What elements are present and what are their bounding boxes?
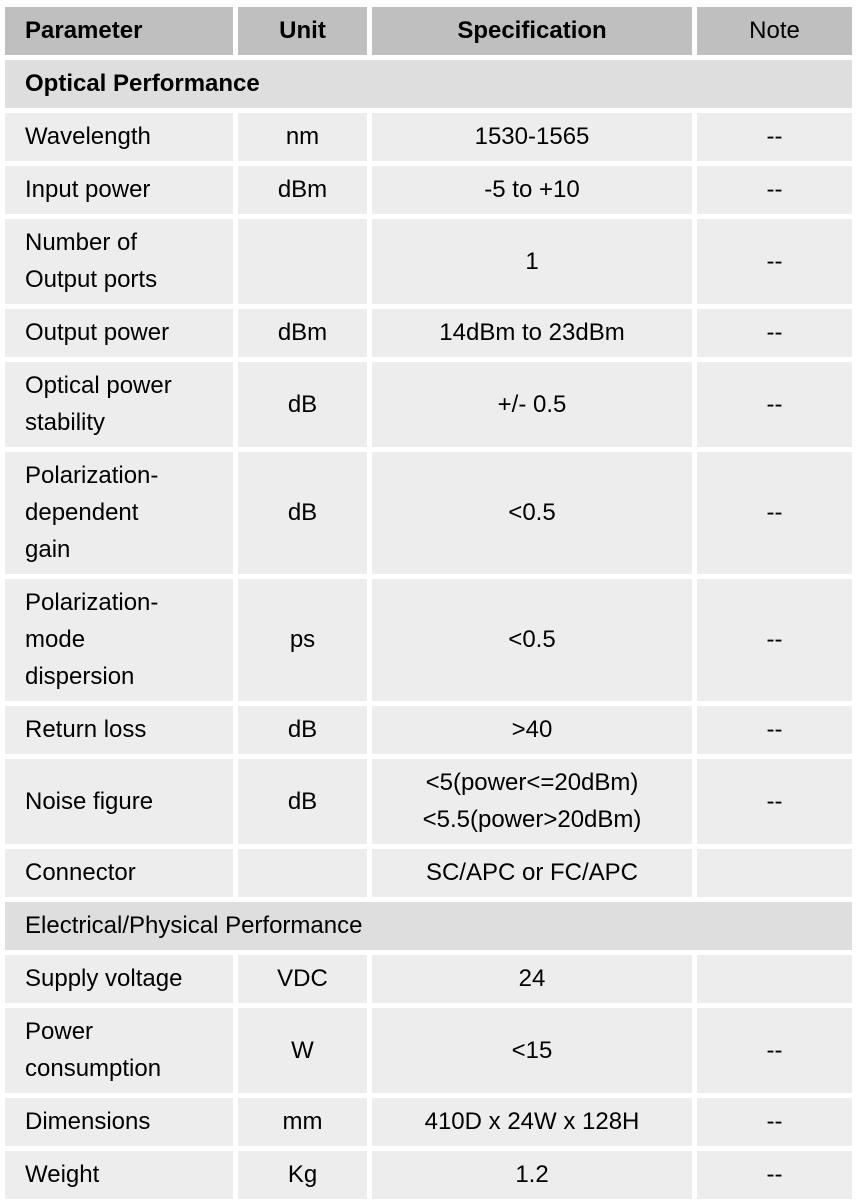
cell-unit: dB <box>238 362 367 447</box>
cell-parameter: Optical power stability <box>5 362 233 447</box>
table-row: Polarization- dependent gain dB <0.5 -- <box>5 452 852 574</box>
cell-note: -- <box>697 706 852 754</box>
cell-parameter: Polarization- mode dispersion <box>5 579 233 701</box>
cell-parameter: Supply voltage <box>5 955 233 1003</box>
cell-unit: ps <box>238 579 367 701</box>
cell-specification: <0.5 <box>372 452 692 574</box>
cell-note: -- <box>697 579 852 701</box>
cell-specification: >40 <box>372 706 692 754</box>
cell-unit <box>238 219 367 304</box>
table-row: Wavelength nm 1530-1565 -- <box>5 113 852 161</box>
table-row: Return loss dB >40 -- <box>5 706 852 754</box>
table-row: Number of Output ports 1 -- <box>5 219 852 304</box>
cell-note: -- <box>697 452 852 574</box>
cell-parameter: Return loss <box>5 706 233 754</box>
cell-specification: 24 <box>372 955 692 1003</box>
cell-unit <box>238 849 367 897</box>
cell-unit: W <box>238 1008 367 1093</box>
cell-note: -- <box>697 309 852 357</box>
cell-specification: 410D x 24W x 128H <box>372 1098 692 1146</box>
cell-specification: <0.5 <box>372 579 692 701</box>
table-row: Noise figure dB <5(power<=20dBm) <5.5(powe… <box>5 759 852 844</box>
cell-note: -- <box>697 1008 852 1093</box>
cell-unit: dB <box>238 452 367 574</box>
header-specification: Specification <box>372 7 692 55</box>
cell-unit: dB <box>238 706 367 754</box>
cell-note: -- <box>697 759 852 844</box>
section-title: Electrical/Physical Performance <box>5 902 852 950</box>
cell-parameter: Noise figure <box>5 759 233 844</box>
cell-parameter: Polarization- dependent gain <box>5 452 233 574</box>
cell-unit: VDC <box>238 955 367 1003</box>
table-row: Optical power stability dB +/- 0.5 -- <box>5 362 852 447</box>
cell-specification: <5(power<=20dBm) <5.5(power>20dBm) <box>372 759 692 844</box>
table-row: Dimensions mm 410D x 24W x 128H -- <box>5 1098 852 1146</box>
table-row: Power consumption W <15 -- <box>5 1008 852 1093</box>
cell-specification: -5 to +10 <box>372 166 692 214</box>
cell-specification: +/- 0.5 <box>372 362 692 447</box>
section-row: Electrical/Physical Performance <box>5 902 852 950</box>
cell-unit: nm <box>238 113 367 161</box>
cell-specification: 1 <box>372 219 692 304</box>
cell-parameter: Dimensions <box>5 1098 233 1146</box>
cell-unit: mm <box>238 1098 367 1146</box>
cell-note: -- <box>697 362 852 447</box>
cell-parameter: Output power <box>5 309 233 357</box>
table-row: Connector SC/APC or FC/APC <box>5 849 852 897</box>
header-parameter: Parameter <box>5 7 233 55</box>
cell-note: -- <box>697 113 852 161</box>
cell-specification: SC/APC or FC/APC <box>372 849 692 897</box>
cell-note <box>697 955 852 1003</box>
cell-note: -- <box>697 1098 852 1146</box>
cell-unit: dBm <box>238 309 367 357</box>
table-body: Optical Performance Wavelength nm 1530-1565… <box>5 60 852 1199</box>
cell-note: -- <box>697 1151 852 1199</box>
cell-unit: dB <box>238 759 367 844</box>
section-row: Optical Performance <box>5 60 852 108</box>
cell-specification: <15 <box>372 1008 692 1093</box>
cell-parameter: Input power <box>5 166 233 214</box>
table-row: Input power dBm -5 to +10 -- <box>5 166 852 214</box>
cell-note: -- <box>697 219 852 304</box>
cell-note <box>697 849 852 897</box>
cell-specification: 1530-1565 <box>372 113 692 161</box>
cell-parameter: Connector <box>5 849 233 897</box>
section-title: Optical Performance <box>5 60 852 108</box>
table-row: Output power dBm 14dBm to 23dBm -- <box>5 309 852 357</box>
table-row: Polarization- mode dispersion ps <0.5 -- <box>5 579 852 701</box>
cell-note: -- <box>697 166 852 214</box>
cell-parameter: Wavelength <box>5 113 233 161</box>
cell-parameter: Number of Output ports <box>5 219 233 304</box>
cell-unit: dBm <box>238 166 367 214</box>
header-note: Note <box>697 7 852 55</box>
table-row: Weight Kg 1.2 -- <box>5 1151 852 1199</box>
cell-parameter: Power consumption <box>5 1008 233 1093</box>
cell-specification: 1.2 <box>372 1151 692 1199</box>
header-row: Parameter Unit Specification Note <box>5 7 852 55</box>
cell-specification: 14dBm to 23dBm <box>372 309 692 357</box>
table-row: Supply voltage VDC 24 <box>5 955 852 1003</box>
header-unit: Unit <box>238 7 367 55</box>
cell-parameter: Weight <box>5 1151 233 1199</box>
cell-unit: Kg <box>238 1151 367 1199</box>
